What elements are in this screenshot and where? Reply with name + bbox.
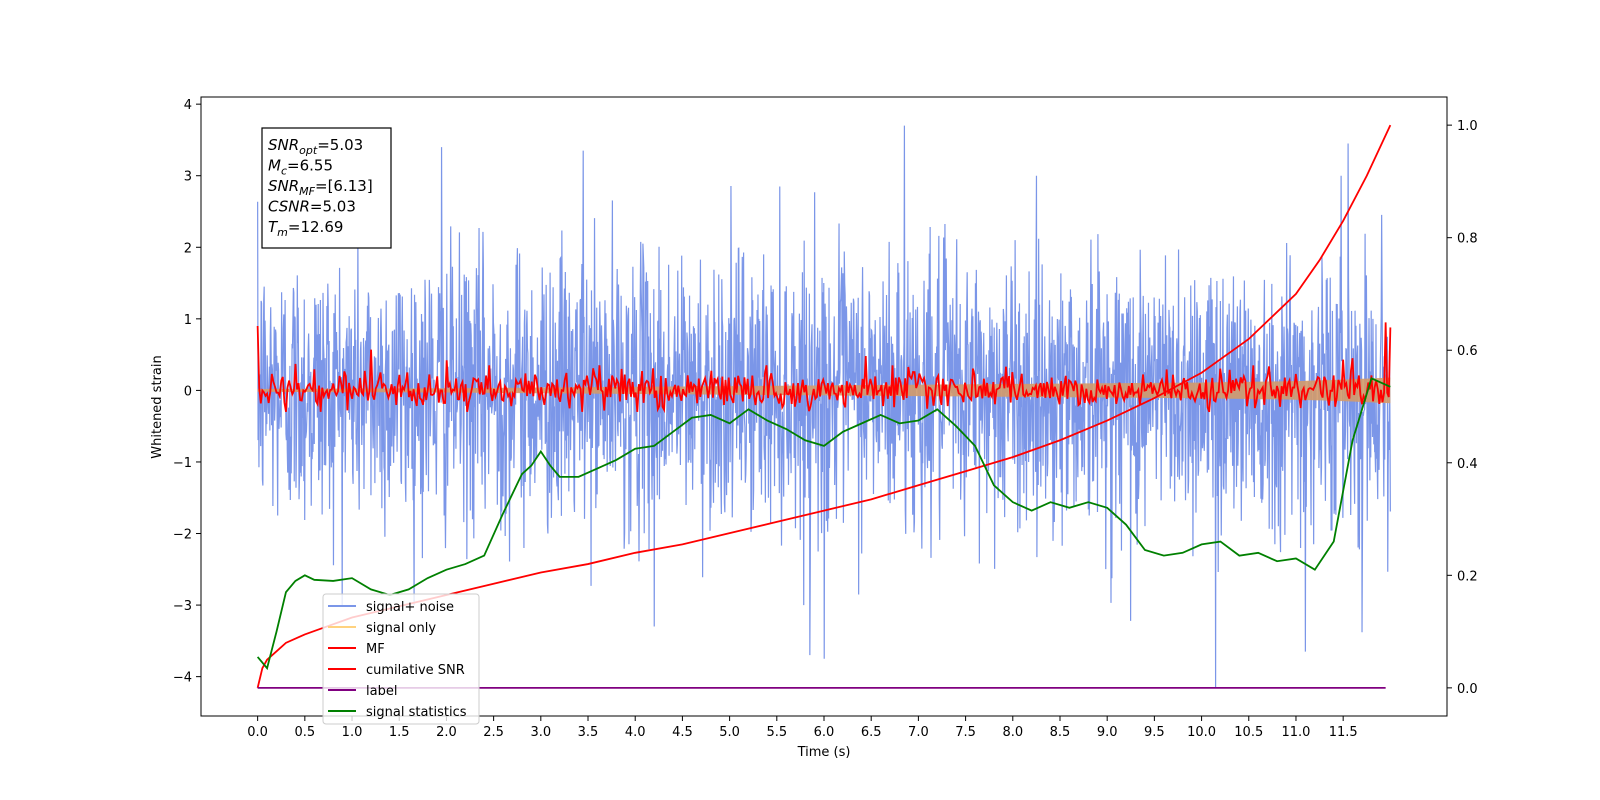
y-tick-label: −2 xyxy=(173,528,192,543)
x-tick-label: 8.0 xyxy=(1002,725,1023,740)
y-tick-label: 0 xyxy=(184,384,192,399)
x-tick-label: 10.5 xyxy=(1234,725,1263,740)
x-tick-label: 9.0 xyxy=(1097,725,1118,740)
y2-tick-label: 0.8 xyxy=(1457,232,1478,247)
x-tick-label: 3.0 xyxy=(530,725,551,740)
legend-label: cumilative SNR xyxy=(366,663,465,678)
y-tick-label: 2 xyxy=(184,241,192,256)
x-tick-label: 5.5 xyxy=(766,725,787,740)
x-tick-label: 0.5 xyxy=(294,725,315,740)
x-tick-label: 2.5 xyxy=(483,725,504,740)
y2-tick-label: 0.0 xyxy=(1457,682,1478,697)
annotation-frame xyxy=(261,127,392,249)
x-tick-label: 4.0 xyxy=(625,725,646,740)
x-tick-label: 6.0 xyxy=(814,725,835,740)
y2-tick-label: 0.6 xyxy=(1457,344,1478,359)
y-tick-label: 1 xyxy=(184,313,192,328)
series-mf xyxy=(256,322,1392,414)
series-signal-statistics xyxy=(256,377,1391,671)
y-tick-label: −1 xyxy=(173,456,192,471)
x-tick-label: 8.5 xyxy=(1050,725,1071,740)
x-tick-label: 7.5 xyxy=(955,725,976,740)
plot-data xyxy=(256,124,1392,689)
x-tick-label: 6.5 xyxy=(861,725,882,740)
x-tick-label: 0.0 xyxy=(247,725,268,740)
x-tick-label: 4.5 xyxy=(672,725,693,740)
x-tick-label: 3.5 xyxy=(578,725,599,740)
x-tick-label: 7.0 xyxy=(908,725,929,740)
annotation-line: Tm=12.69 xyxy=(268,218,343,239)
series-cumulative-snr xyxy=(256,124,1392,689)
annotation-line: Mc=6.55 xyxy=(268,157,333,178)
y2-tick-label: 1.0 xyxy=(1457,119,1478,134)
y-tick-label: −3 xyxy=(173,599,192,614)
legend-frame xyxy=(322,593,480,725)
annotation-line: SNRMF=[6.13] xyxy=(268,177,373,198)
legend-label: label xyxy=(366,684,397,699)
x-tick-label: 10.0 xyxy=(1187,725,1216,740)
x-tick-label: 11.5 xyxy=(1329,725,1358,740)
x-tick-label: 9.5 xyxy=(1144,725,1165,740)
y-tick-label: 3 xyxy=(184,170,192,185)
y-axis-title: Whitened strain xyxy=(150,355,165,458)
annotation-line: SNRopt=5.03 xyxy=(268,136,363,157)
x-tick-label: 1.5 xyxy=(389,725,410,740)
y2-tick-label: 0.4 xyxy=(1457,457,1478,472)
x-tick-label: 5.0 xyxy=(719,725,740,740)
legend-label: signal statistics xyxy=(366,705,467,720)
y-tick-label: −4 xyxy=(173,671,192,686)
y2-tick-label: 0.2 xyxy=(1457,569,1478,584)
axes: 0.0 0.5 1.0 1.5 2.0 2.5 3.0 3.5 4.0 4.5 5.0 5.5 6.0 6… xyxy=(173,98,1478,740)
x-tick-label: 11.0 xyxy=(1281,725,1310,740)
x-axis-title: Time (s) xyxy=(797,745,851,760)
legend-label: MF xyxy=(366,642,385,657)
x-tick-label: 2.0 xyxy=(436,725,457,740)
legend: signal+ noise signal only MF cumilative SNR… xyxy=(322,593,480,725)
legend-label: signal only xyxy=(366,621,436,636)
x-tick-label: 1.0 xyxy=(342,725,363,740)
legend-label: signal+ noise xyxy=(366,600,454,615)
annotation-line: CSNR=5.03 xyxy=(268,198,356,216)
y-tick-label: 4 xyxy=(184,98,192,113)
